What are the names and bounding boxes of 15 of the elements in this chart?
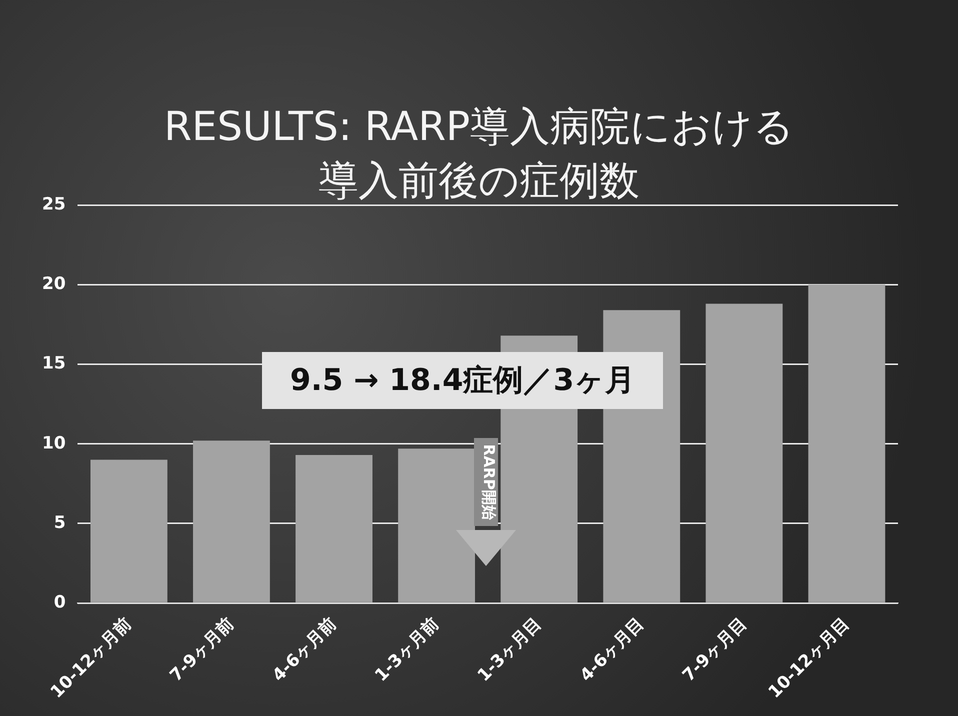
y-tick-label: 20 [42,274,66,294]
y-tick-label: 25 [42,194,66,214]
y-tick-label: 5 [54,512,66,533]
x-tick-label: 4-6ヶ月前 [268,614,341,686]
y-tick-label: 10 [42,433,66,454]
x-tick-label: 1-3ヶ月目 [474,614,546,686]
chart-title: RESULTS: RARP導入病院における導入前後の症例数 [163,103,795,206]
annotation: 9.5 → 18.4症例／3ヶ月 [262,352,664,409]
x-tick-label: 7-9ヶ月目 [678,614,751,686]
y-tick-label: 0 [54,592,66,612]
x-tick-label: 4-6ヶ月目 [576,614,648,686]
y-tick-label: 15 [42,354,66,374]
x-tick-label: 1-3ヶ月前 [371,614,444,686]
x-tick-label: 7-9ヶ月前 [166,614,238,686]
annotation: RARP開始 [474,438,498,526]
